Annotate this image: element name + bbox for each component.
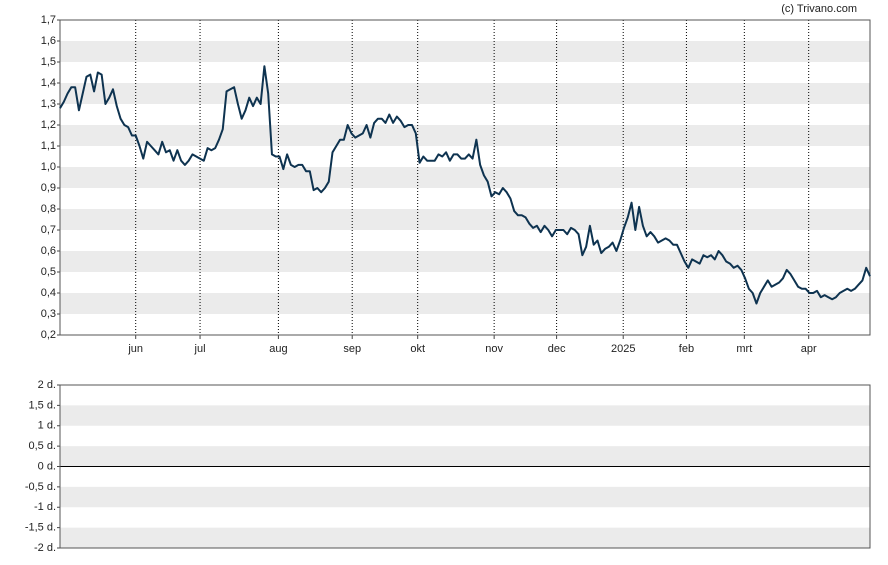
y-tick-label: 1,5 d. <box>28 399 56 411</box>
price-line <box>59 65 871 305</box>
grid-band <box>60 446 870 467</box>
y-tick-label: 0,5 d. <box>28 440 56 452</box>
x-tick-label: nov <box>485 343 503 355</box>
y-tick-label: 2 d. <box>38 379 56 391</box>
x-tick-label: apr <box>801 343 817 355</box>
copyright: (c) Trivano.com <box>781 3 857 15</box>
grid-band <box>60 41 870 62</box>
y-tick-label: -1 d. <box>34 501 56 513</box>
y-tick-label: -0,5 d. <box>25 481 56 493</box>
x-tick-label: 2025 <box>611 343 635 355</box>
x-tick-label: aug <box>269 343 287 355</box>
grid-band <box>60 527 870 548</box>
y-tick-label: 0,3 <box>41 308 56 320</box>
x-tick-label: okt <box>410 343 425 355</box>
x-tick-label: jun <box>127 343 143 355</box>
y-tick-label: 0,2 <box>41 329 56 341</box>
grid-band <box>60 83 870 104</box>
grid-band <box>60 167 870 188</box>
plot-frame <box>59 19 871 336</box>
y-tick-label: 1 d. <box>38 420 56 432</box>
x-tick-label: feb <box>679 343 694 355</box>
y-tick-label: 0,7 <box>41 224 56 236</box>
grid-band <box>60 209 870 230</box>
y-tick-label: 1,3 <box>41 98 56 110</box>
y-tick-label: 0,4 <box>41 287 56 299</box>
y-tick-label: 1,7 <box>41 14 56 26</box>
grid-band <box>60 405 870 426</box>
x-tick-label: mrt <box>736 343 752 355</box>
y-tick-label: 0,5 <box>41 266 56 278</box>
y-tick-label: 0,6 <box>41 245 56 257</box>
y-tick-label: 1,4 <box>41 77 56 89</box>
y-tick-label: 0 d. <box>38 460 56 472</box>
y-tick-label: -1,5 d. <box>25 522 56 534</box>
grid-band <box>60 293 870 314</box>
grid-band <box>60 125 870 146</box>
y-tick-label: 1,5 <box>41 56 56 68</box>
y-tick-label: 1,2 <box>41 119 56 131</box>
grid-band <box>60 251 870 272</box>
y-tick-label: 1,1 <box>41 140 56 152</box>
x-tick-label: jul <box>194 343 206 355</box>
y-tick-label: 0,8 <box>41 203 56 215</box>
y-tick-label: -2 d. <box>34 542 56 554</box>
y-tick-label: 0,9 <box>41 182 56 194</box>
plot-frame <box>59 384 871 549</box>
x-tick-label: dec <box>548 343 566 355</box>
y-tick-label: 1,6 <box>41 35 56 47</box>
x-tick-label: sep <box>343 343 361 355</box>
grid-band <box>60 486 870 508</box>
y-tick-label: 1,0 <box>41 161 56 173</box>
